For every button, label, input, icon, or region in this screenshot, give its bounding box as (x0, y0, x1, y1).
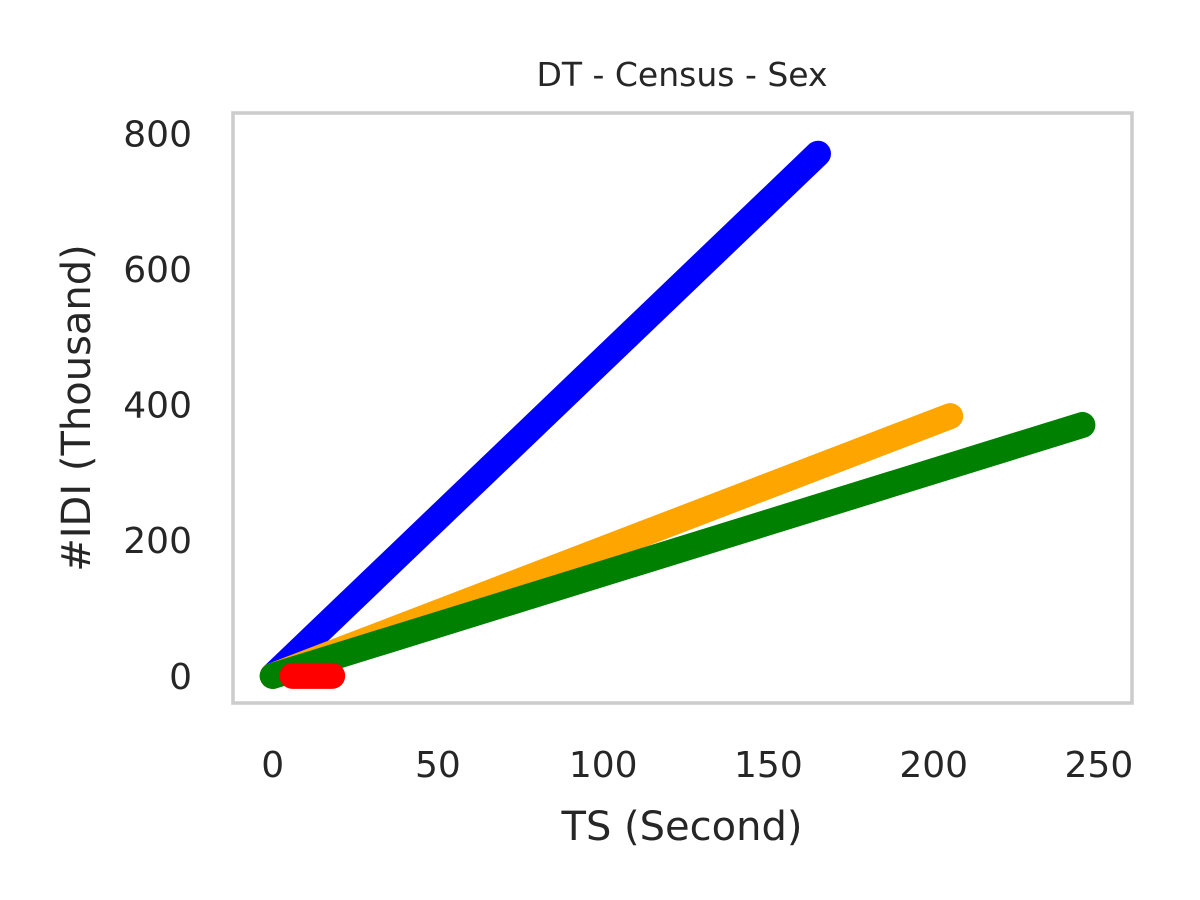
x-tick-label: 150 (734, 745, 803, 786)
y-axis-label: #IDI (Thousand) (54, 244, 100, 572)
x-tick-label: 0 (261, 745, 284, 786)
y-tick-label: 400 (123, 386, 192, 427)
plot-frame (231, 111, 1134, 705)
series-line-blue (259, 140, 831, 689)
x-tick-label: 50 (415, 745, 461, 786)
y-tick-labels: 0 200 400 600 800 (123, 114, 192, 698)
series-line-green (259, 412, 1096, 689)
series-layer (259, 140, 1096, 689)
x-tick-labels: 0 50 100 150 200 250 (261, 745, 1133, 786)
y-tick-label: 800 (123, 114, 192, 155)
y-tick-label: 200 (123, 521, 192, 562)
x-tick-label: 200 (899, 745, 968, 786)
y-tick-label: 600 (123, 250, 192, 291)
x-tick-label: 250 (1065, 745, 1134, 786)
x-tick-label: 100 (569, 745, 638, 786)
x-axis-label: TS (Second) (561, 804, 803, 850)
y-tick-label: 0 (169, 657, 192, 698)
chart-title: DT - Census - Sex (536, 55, 827, 94)
